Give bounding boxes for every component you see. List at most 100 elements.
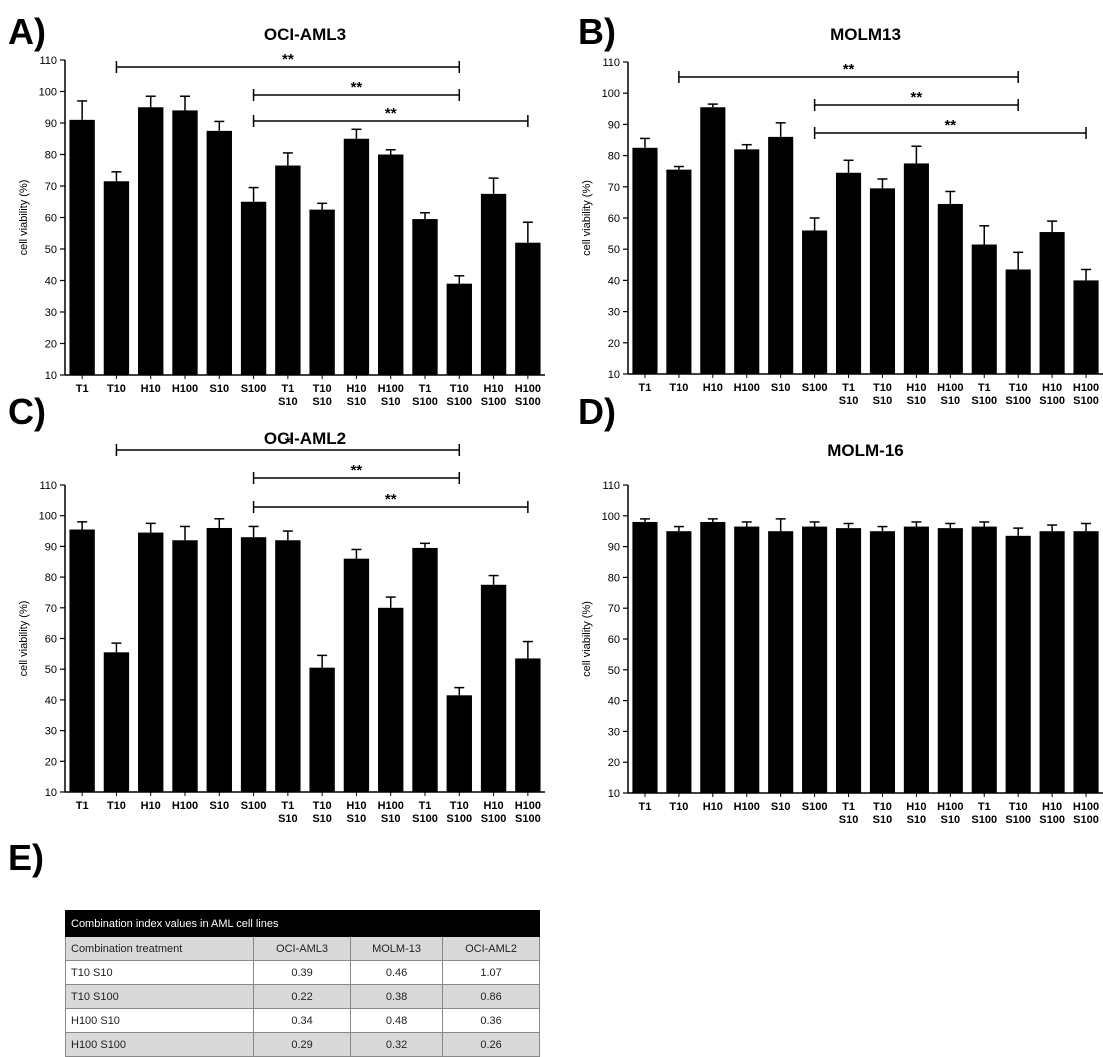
x-tick-label: T1 [978,801,991,813]
table-row: H100 S100 0.29 0.32 0.26 [64,1032,540,1057]
significance-label: ** [385,105,397,122]
bar [343,138,370,375]
x-tick-label: H100 [734,801,760,813]
x-tick-label: H10 [141,800,161,812]
chart-molm13: MOLM13 cell viability (%) 10 20 30 40 50 60 70 80… [581,25,1103,407]
x-tick-label: S100 [446,813,472,825]
table-row: H100 S10 0.34 0.48 0.36 [64,1008,540,1033]
x-tick-label: H100 [937,382,963,394]
bar [869,188,896,374]
x-tick-label: H100 [378,383,404,395]
x-tick-label: S10 [312,813,332,825]
y-axis-label: cell viability (%) [581,180,593,256]
bar [240,201,267,375]
bar [480,193,507,375]
y-tick-label: 90 [45,541,57,553]
bar [1039,232,1065,374]
x-tick-label: S10 [907,395,927,407]
significance-label: ** [282,51,294,68]
bar [138,532,164,792]
y-tick-label: 50 [608,665,620,677]
bar [343,558,370,792]
bar [1005,535,1031,793]
y-tick-label: 40 [608,275,620,287]
bar [515,242,541,375]
bar [835,172,862,374]
x-tick-label: H10 [703,801,723,813]
x-tick-label: T1 [419,800,432,812]
x-tick-label: S100 [481,396,507,408]
x-tick-label: T1 [76,383,89,395]
x-tick-label: S10 [771,382,791,394]
x-tick-label: S100 [446,396,472,408]
x-tick-label: S100 [1073,814,1099,826]
x-tick-label: S10 [347,396,367,408]
y-tick-label: 60 [45,213,57,225]
bar [1039,531,1065,793]
y-tick-label: 80 [608,151,620,163]
table-cell: H100 S10 [64,1008,255,1033]
table-cell: 0.26 [442,1032,540,1057]
x-tick-label: H10 [906,801,926,813]
table-cell: 0.46 [349,960,444,985]
table-cell: 0.22 [253,984,351,1009]
x-tick-label: T1 [639,801,652,813]
x-tick-label: T1 [281,383,294,395]
bar [412,219,438,375]
x-tick-label: S10 [312,396,332,408]
table-cell: H100 S100 [64,1032,255,1057]
table-cell: 1.07 [442,960,540,985]
bar [971,526,997,793]
bar [700,107,726,375]
bar [1073,280,1099,374]
x-tick-label: T10 [313,800,332,812]
x-tick-label: H100 [515,800,541,812]
x-tick-label: S100 [802,382,828,394]
bar [971,244,997,374]
table-cell: 0.29 [253,1032,351,1057]
y-tick-label: 10 [45,787,57,799]
significance-label: ** [911,89,923,106]
y-tick-label: 40 [45,276,57,288]
x-tick-label: H10 [1042,382,1062,394]
x-tick-label: S100 [481,813,507,825]
x-tick-label: H10 [483,383,503,395]
significance-label: ** [843,61,855,78]
y-tick-label: 10 [608,369,620,381]
bar [480,584,507,792]
bar [734,526,760,793]
chart-title: OCI-AML2 [264,429,346,448]
x-tick-label: S100 [1039,814,1065,826]
y-axis-label: cell viability (%) [18,180,30,256]
bar [666,531,692,793]
bar [172,110,198,376]
x-tick-label: S100 [971,814,997,826]
y-tick-label: 90 [45,118,57,130]
x-tick-label: T10 [450,800,469,812]
bar [172,540,198,792]
bar [206,130,232,375]
x-tick-label: H10 [1042,801,1062,813]
y-tick-label: 50 [608,244,620,256]
bar [275,165,301,375]
chart-title: MOLM13 [830,25,901,44]
y-tick-label: 110 [39,55,57,67]
bar [937,528,963,793]
chart-oci-aml3: OCI-AML3 cell viability (%) 10 20 30 40 50 60 70… [18,25,545,408]
y-tick-label: 80 [608,572,620,584]
panel-letter-c: C) [8,391,46,432]
x-tick-label: S100 [515,396,541,408]
x-tick-label: T10 [1009,801,1028,813]
x-tick-label: S10 [278,396,298,408]
y-tick-label: 90 [608,542,620,554]
x-tick-label: H100 [172,800,198,812]
y-tick-label: 90 [608,119,620,131]
x-tick-label: S10 [347,813,367,825]
x-tick-label: H100 [378,800,404,812]
bar [869,531,896,793]
table-cell: T10 S10 [64,960,255,985]
y-tick-label: 20 [608,338,620,350]
y-tick-label: 70 [608,182,620,194]
bar [1073,531,1099,793]
bar [937,203,963,374]
